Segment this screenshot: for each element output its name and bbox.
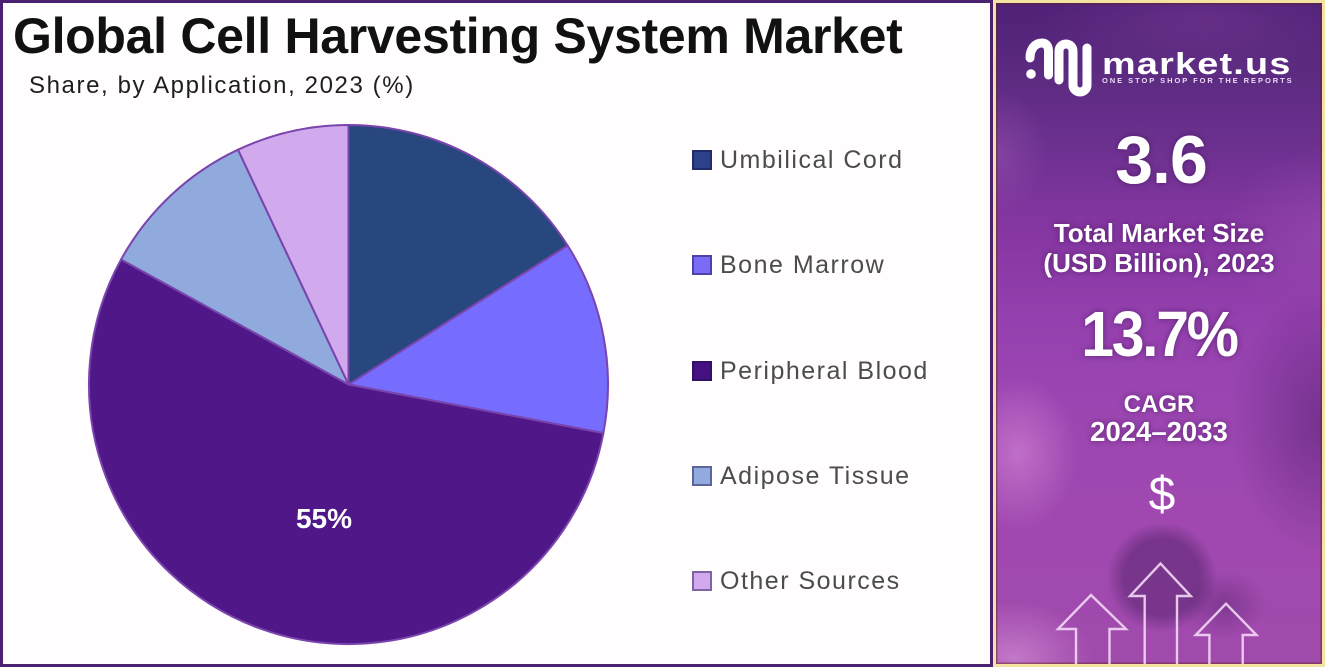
svg-text:ONE STOP SHOP FOR THE REPORTS: ONE STOP SHOP FOR THE REPORTS bbox=[1102, 76, 1294, 85]
svg-text:market.us: market.us bbox=[1102, 47, 1292, 81]
svg-text:55%: 55% bbox=[296, 503, 352, 534]
